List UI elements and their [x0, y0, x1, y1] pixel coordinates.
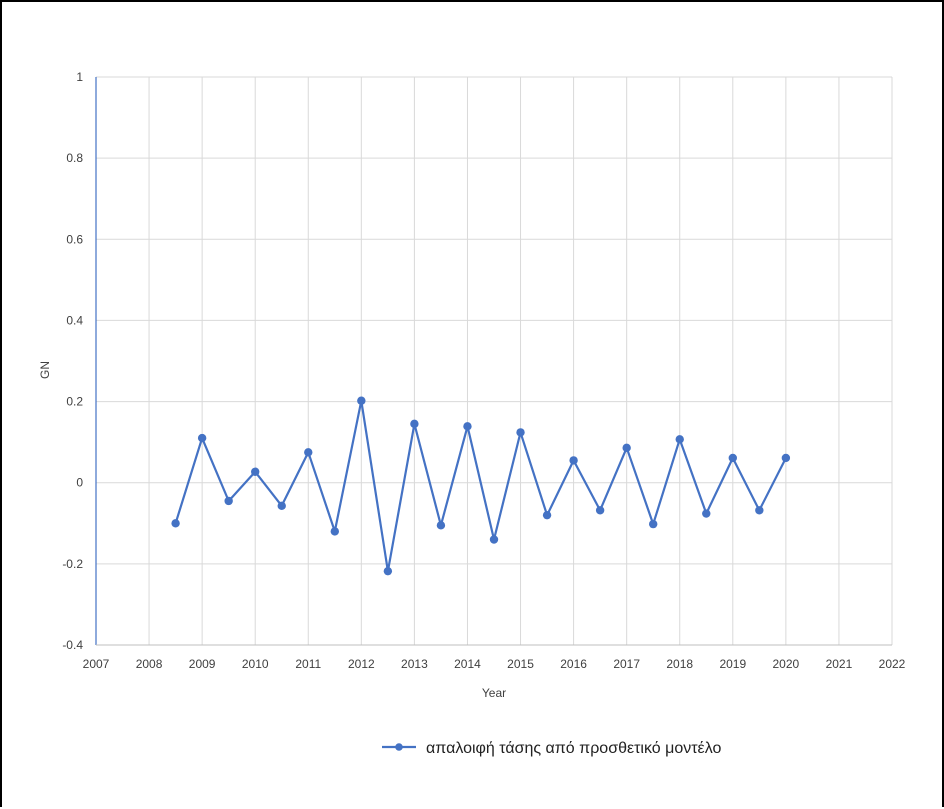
data-point: [569, 456, 578, 465]
x-tick-label: 2007: [83, 657, 110, 671]
x-tick-label: 2016: [560, 657, 587, 671]
x-tick-label: 2018: [666, 657, 693, 671]
y-tick-label: -0.4: [62, 638, 83, 652]
data-point: [595, 506, 605, 515]
data-point: [357, 396, 366, 405]
y-tick-label: 0.8: [66, 151, 83, 165]
y-tick-labels: -0.4 -0.2 0 0.2 0.4 0.6 0.8 1: [62, 70, 83, 652]
data-point: [463, 422, 472, 431]
series-group: [171, 396, 791, 576]
x-tick-label: 2008: [136, 657, 163, 671]
legend-label: απαλοιφή τάσης από προσθετικό μοντέλο: [426, 740, 721, 757]
data-point: [410, 419, 419, 429]
x-tick-label: 2012: [348, 657, 375, 671]
x-tick-label: 2022: [879, 657, 906, 671]
data-point: [251, 467, 260, 476]
data-point: [675, 435, 684, 444]
data-point: [516, 428, 525, 437]
grid-lines: [96, 76, 893, 645]
x-tick-label: 2010: [242, 657, 269, 671]
x-tick-label: 2014: [454, 657, 481, 671]
data-point: [649, 519, 658, 529]
x-tick-labels: 2007 2008 2009 2010 2011 2012 2013 2014 2015 2016…: [83, 657, 906, 671]
y-tick-label: 0: [76, 476, 83, 490]
data-point: [702, 509, 711, 518]
data-point: [622, 443, 631, 453]
y-tick-label: 0.2: [66, 395, 83, 409]
data-point: [304, 448, 313, 457]
data-point: [781, 453, 791, 463]
data-point: [489, 535, 499, 544]
y-tick-label: 0.4: [66, 313, 83, 327]
x-axis-title: Year: [482, 686, 506, 700]
data-point: [197, 433, 207, 443]
y-tick-label: 1: [76, 70, 83, 84]
data-point: [755, 506, 764, 515]
x-tick-label: 2021: [826, 657, 853, 671]
x-tick-label: 2013: [401, 657, 428, 671]
x-tick-label: 2009: [189, 657, 216, 671]
data-point: [542, 510, 552, 520]
data-point: [330, 527, 339, 536]
x-tick-label: 2020: [773, 657, 800, 671]
y-tick-label: 0.6: [66, 232, 83, 246]
y-axis-title: GN: [38, 361, 52, 379]
x-tick-label: 2015: [507, 657, 534, 671]
data-point: [224, 496, 233, 506]
axes: [95, 77, 892, 646]
data-point: [171, 519, 180, 528]
x-tick-label: 2019: [719, 657, 746, 671]
series-line: [174, 399, 787, 573]
data-point: [277, 501, 286, 511]
legend: απαλοιφή τάσης από προσθετικό μοντέλο: [382, 740, 721, 757]
data-point: [436, 521, 446, 530]
x-tick-label: 2017: [613, 657, 640, 671]
data-point: [383, 566, 393, 576]
data-point: [728, 453, 737, 463]
legend-marker-swatch: [395, 743, 403, 751]
x-tick-label: 2011: [295, 657, 321, 671]
y-tick-label: -0.2: [62, 557, 83, 571]
